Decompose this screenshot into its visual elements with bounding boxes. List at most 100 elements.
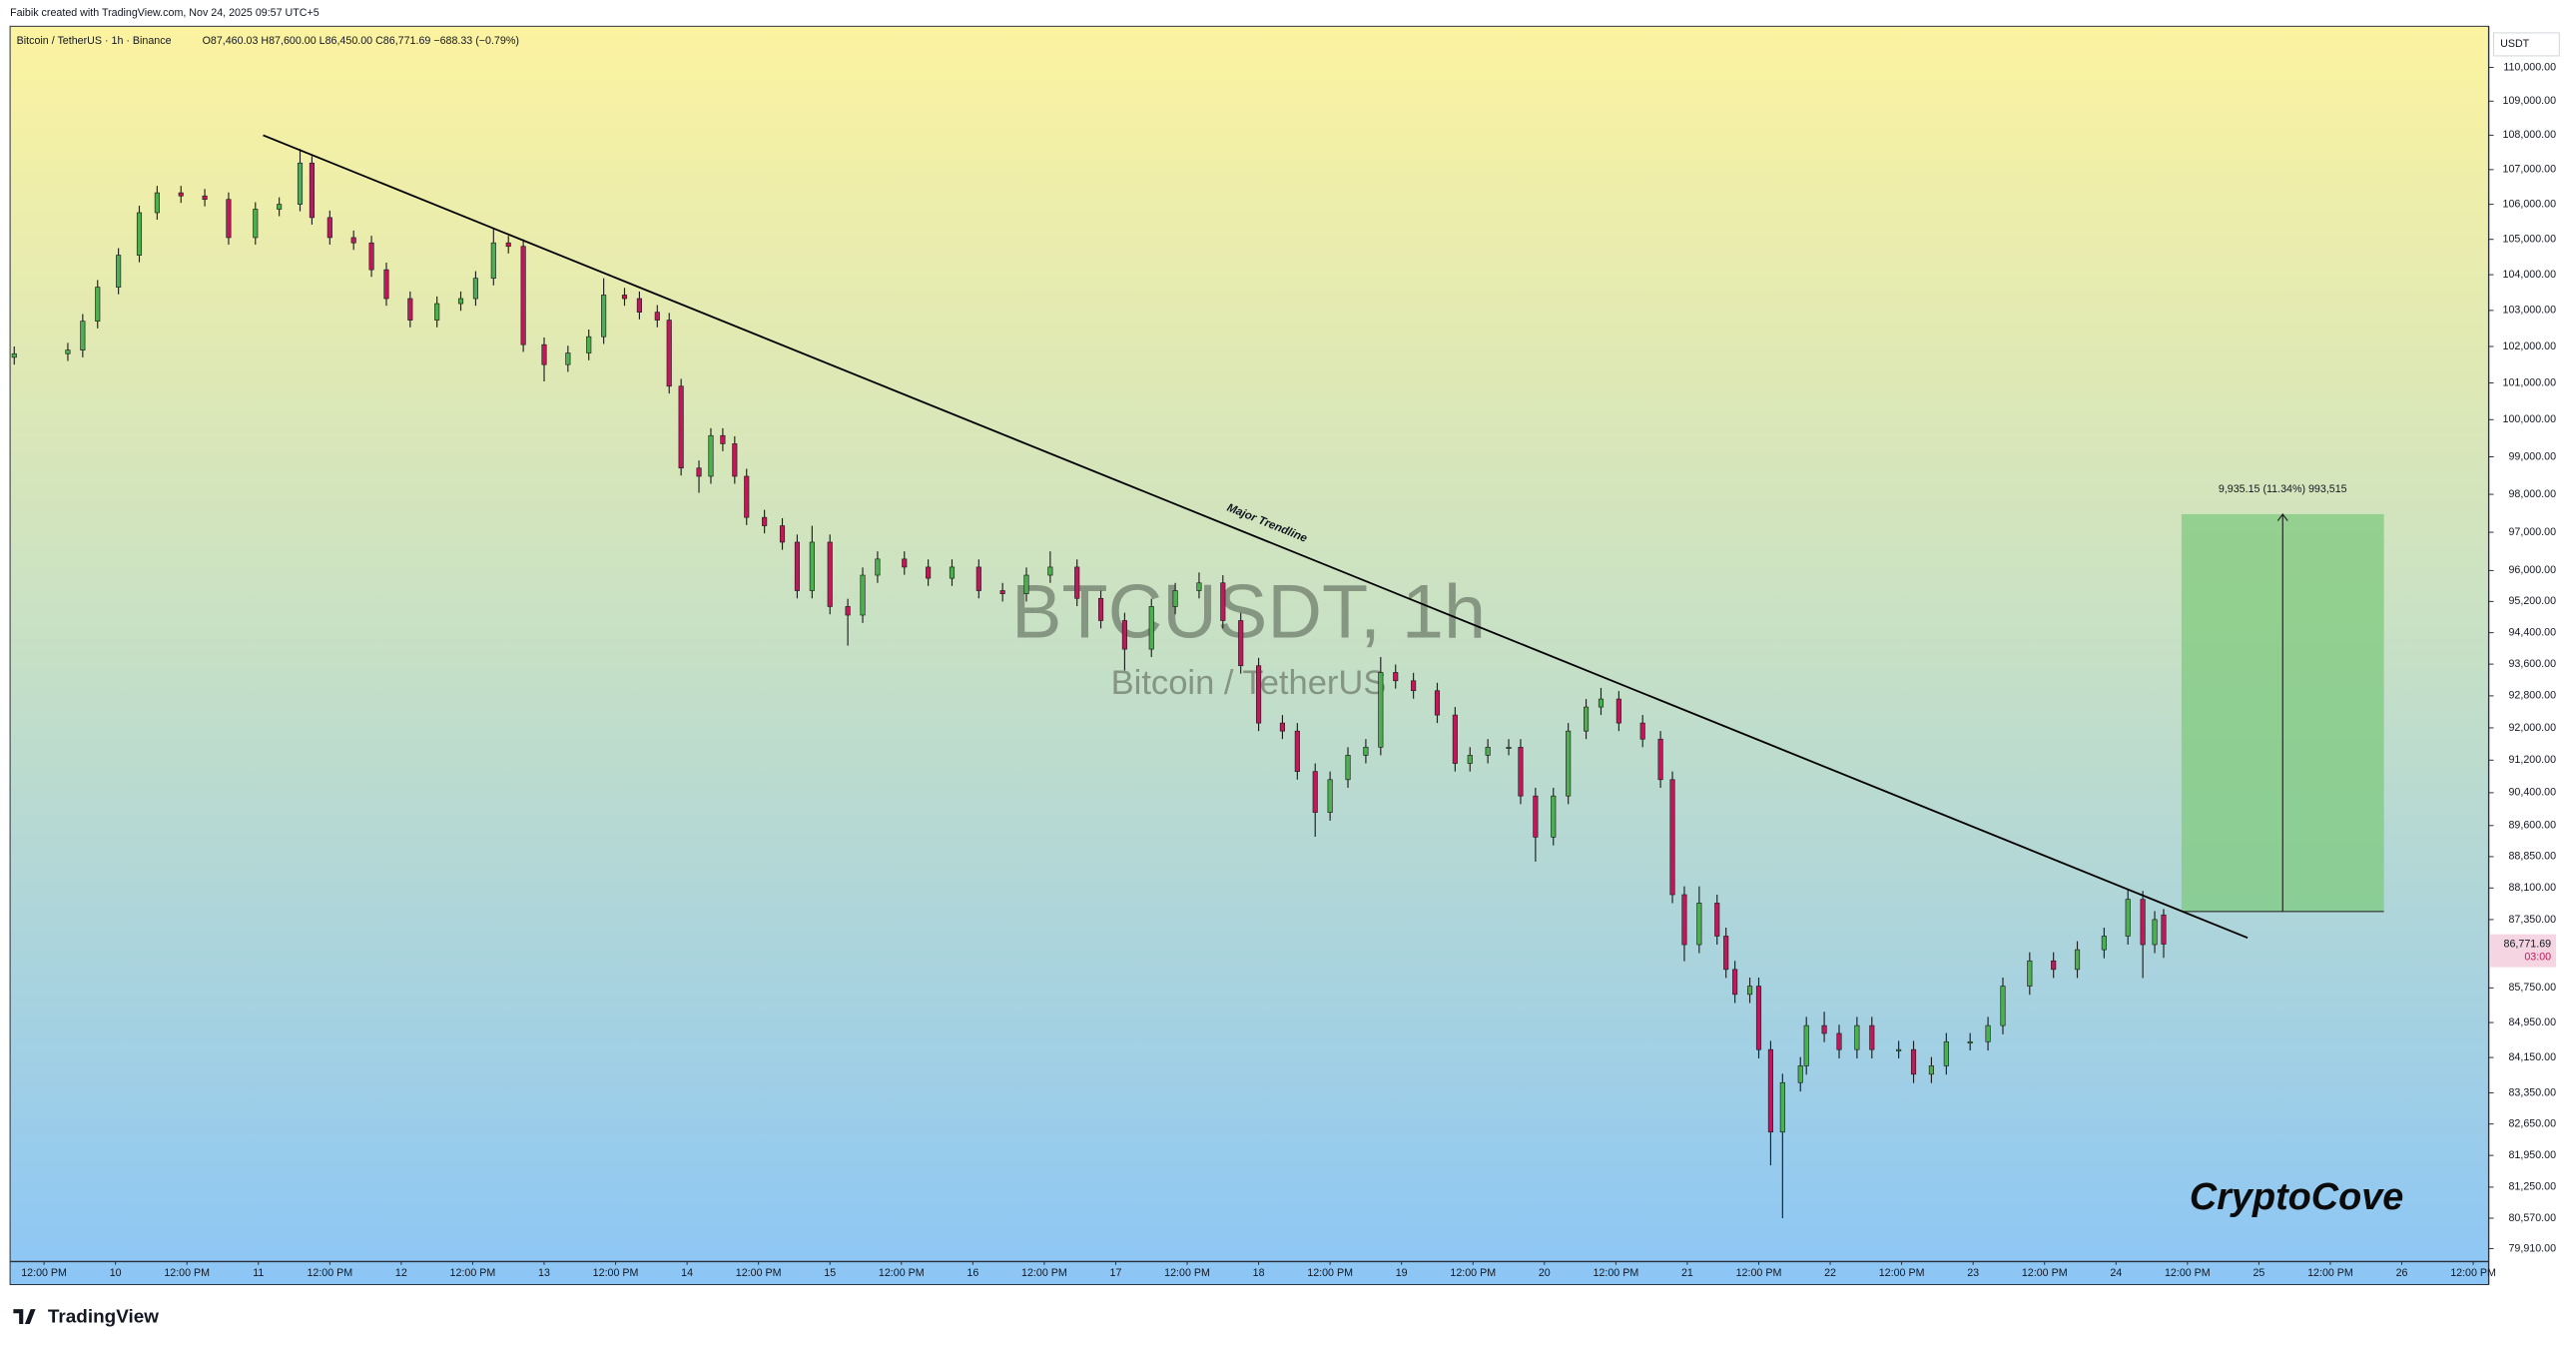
candle-body [1551,795,1557,838]
y-tick-label: 88,850.00 [2508,851,2556,863]
candle-body [1669,779,1675,896]
y-tick-label: 92,000.00 [2508,722,2556,734]
candle-body [1452,714,1458,764]
candle-body [949,566,956,579]
candle-body [2051,960,2057,971]
candle-body [1485,746,1491,756]
x-tick-label: 10 [110,1267,122,1279]
candle-body [1681,894,1687,946]
candle-body [1732,969,1738,996]
x-tick-label: 12:00 PM [1021,1267,1067,1279]
candle-body [1506,746,1512,749]
candle-body [350,237,356,244]
candle-body [297,162,304,205]
candle-body [490,242,496,279]
x-tick-label: 13 [538,1267,550,1279]
candle-body [1985,1024,1991,1042]
x-tick-label: 12:00 PM [1450,1267,1496,1279]
y-tick-label: 97,000.00 [2508,526,2556,538]
x-tick-label: 12:00 PM [1736,1267,1782,1279]
candle-body [1533,795,1539,838]
x-tick-label: 12:00 PM [1594,1267,1639,1279]
candle-body [1411,680,1417,692]
candle-body [1869,1024,1875,1050]
candle-body [636,298,642,313]
y-tick-label: 110,000.00 [2503,61,2556,73]
candle-body [1279,722,1286,732]
candle-body [845,606,851,616]
pane-background [10,26,2489,1285]
candle-body [1657,738,1663,781]
candle-body [65,349,71,354]
candle-body [541,343,547,365]
y-tick-label: 81,250.00 [2508,1181,2556,1193]
last-price-box [2490,934,2557,968]
last-price-label: 86,771.69 [2504,938,2552,950]
candle-body [1767,1048,1773,1133]
x-tick-label: 12:00 PM [879,1267,925,1279]
x-tick-label: 12:00 PM [2165,1267,2211,1279]
candle-body [1467,755,1473,764]
x-tick-label: 19 [1396,1267,1408,1279]
candle-body [975,566,981,591]
candle-body [708,434,714,477]
candle-body [1566,730,1572,797]
y-tick-label: 87,350.00 [2508,914,2556,926]
candle-body [277,204,283,210]
candle-body [2125,899,2131,937]
candle-body [732,443,738,477]
candle-body [902,558,908,568]
candle-body [2140,899,2146,946]
y-tick-label: 98,000.00 [2508,488,2556,500]
candle-body [1836,1032,1842,1050]
candle-body [1238,620,1244,667]
y-tick-label: 104,000.00 [2503,269,2557,281]
y-tick-label: 109,000.00 [2503,95,2557,107]
x-tick-label: 12:00 PM [736,1267,782,1279]
candle-body [654,312,660,321]
y-tick-label: 99,000.00 [2508,450,2556,462]
branding: CryptoCove [2190,1176,2403,1218]
candle-body [1172,590,1178,607]
candle-body [136,212,143,256]
candle-body [1854,1024,1860,1050]
y-tick-label: 83,350.00 [2508,1086,2556,1098]
watermark-name: Bitcoin / TetherUS [1111,664,1387,702]
y-tick-label: 106,000.00 [2503,198,2557,210]
y-tick-label: 95,200.00 [2508,595,2556,607]
candle-body [2101,936,2107,951]
candle-body [1723,936,1729,971]
candle-body [621,295,628,300]
candle-body [827,541,833,607]
candle-body [1023,574,1029,594]
candle-body [1639,722,1645,740]
candle-body [383,269,389,300]
x-tick-label: 20 [1539,1267,1551,1279]
position-label: 9,935.15 (11.34%) 993,515 [2219,483,2347,495]
x-tick-label: 11 [253,1267,264,1279]
candle-body [457,298,464,305]
candle-body [253,209,259,239]
candle-body [1896,1048,1902,1051]
y-tick-label: 79,910.00 [2508,1242,2556,1254]
candle-body [2074,949,2081,971]
candle-body [999,590,1005,594]
y-tick-label: 100,000.00 [2503,413,2557,425]
candle-body [1393,672,1399,682]
candle-body [178,192,184,197]
candle-body [794,541,800,591]
x-tick-label: 12:00 PM [2022,1267,2068,1279]
candle-body [696,467,702,477]
y-tick-label: 89,600.00 [2508,820,2556,832]
candle-body [1097,597,1104,621]
candle-body [2152,919,2158,946]
y-tick-label: 81,950.00 [2508,1149,2556,1161]
candle-body [1928,1065,1934,1075]
candle-body [1803,1024,1809,1066]
currency-box[interactable] [2493,32,2560,57]
x-tick-label: 12:00 PM [164,1267,210,1279]
currency[interactable]: USDT [2500,38,2530,50]
candle-body [116,255,122,288]
x-tick-label: 23 [1967,1267,1979,1279]
